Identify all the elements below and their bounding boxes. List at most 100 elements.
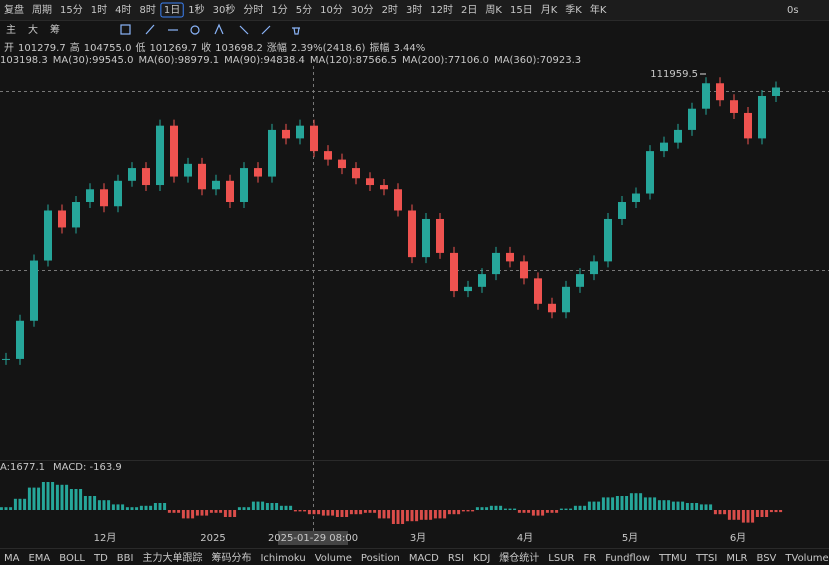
toolbar-button[interactable]: 15分	[60, 4, 83, 16]
toolbar-button[interactable]: 季K	[565, 4, 582, 16]
macd-bar	[55, 484, 59, 510]
indicator-tab[interactable]: TVolume	[784, 553, 828, 564]
toolbar-button[interactable]: 4时	[115, 4, 131, 16]
macd-bar	[499, 505, 503, 510]
macd-bar	[760, 510, 764, 517]
indicator-tab[interactable]: Fundflow	[605, 553, 650, 564]
indicator-tab[interactable]: KDJ	[473, 553, 490, 564]
panel-toggle[interactable]: 大	[28, 23, 38, 36]
toolbar-button[interactable]: 1秒	[188, 3, 204, 16]
toolbar-button[interactable]: 分时	[243, 4, 263, 16]
macd-bar	[769, 510, 773, 513]
indicator-tab[interactable]: BBI	[117, 553, 134, 564]
macd-bar	[37, 487, 41, 510]
indicator-tab[interactable]: MLR	[726, 553, 747, 564]
macd-bar	[587, 501, 591, 510]
toolbar-button[interactable]: 年K	[590, 3, 607, 16]
panel-toggle[interactable]: 筹	[50, 23, 60, 36]
toolbar-button[interactable]: 8时	[139, 4, 155, 16]
candle	[618, 202, 626, 219]
toolbar-button[interactable]: 2日	[461, 5, 477, 16]
macd-bar	[774, 510, 778, 513]
indicator-tab[interactable]: Volume	[315, 553, 352, 564]
macd-bar	[541, 510, 545, 516]
candle	[310, 125, 318, 152]
x-tick-label: 3月	[410, 532, 426, 544]
macd-bar	[429, 510, 433, 520]
indicator-tab[interactable]: TTMU	[658, 553, 687, 564]
candle	[226, 180, 234, 203]
indicator-tab[interactable]: 主力大单跟踪	[142, 551, 202, 564]
candle	[282, 129, 290, 139]
macd-bar	[396, 510, 400, 524]
macd-bar	[261, 501, 265, 510]
candle	[674, 129, 682, 143]
macd-bar	[438, 510, 442, 519]
candle	[2, 358, 10, 360]
panel-toggle[interactable]: 主	[6, 24, 16, 36]
macd-bar	[275, 503, 279, 510]
toolbar-button[interactable]: 复盘	[4, 3, 24, 16]
indicator-tab[interactable]: MACD	[409, 553, 439, 564]
indicator-tab[interactable]: EMA	[28, 553, 50, 564]
macd-bar	[751, 510, 755, 523]
indicator-tab[interactable]: BSV	[757, 553, 777, 564]
indicator-tab[interactable]: Position	[361, 553, 400, 564]
macd-bar	[298, 510, 302, 512]
macd-bar	[270, 503, 274, 510]
toolbar-button[interactable]: 3时	[406, 4, 422, 16]
indicator-tab[interactable]: BOLL	[59, 553, 85, 564]
toolbar-button[interactable]: 12时	[430, 4, 453, 16]
candle	[590, 261, 598, 275]
macd-bar	[685, 503, 689, 510]
macd-bar	[368, 510, 372, 513]
indicator-tab[interactable]: TTSI	[695, 553, 717, 564]
candle	[646, 151, 654, 194]
candle	[394, 189, 402, 211]
macd-bar	[611, 497, 615, 510]
macd-bar	[167, 510, 171, 513]
toolbar-button[interactable]: 月K	[541, 4, 558, 16]
indicator-tab[interactable]: 爆仓统计	[499, 551, 539, 564]
macd-bar	[494, 505, 498, 510]
indicator-tab[interactable]: MA	[4, 553, 20, 564]
toolbar-button[interactable]: 1时	[91, 4, 107, 16]
candle	[44, 210, 52, 261]
macd-bar	[149, 505, 153, 510]
macd-bar	[32, 487, 36, 510]
candle	[212, 180, 220, 190]
indicator-tab[interactable]: LSUR	[548, 553, 574, 564]
indicator-tab[interactable]: RSI	[448, 553, 464, 564]
toolbar-button[interactable]: 30分	[351, 4, 374, 16]
toolbar-button[interactable]: 2时	[382, 4, 398, 16]
toolbar-button[interactable]: 1分	[271, 4, 287, 16]
macd-bar	[130, 507, 134, 510]
toolbar-button[interactable]: 5分	[296, 4, 312, 16]
macd-bar	[415, 510, 419, 522]
candle	[702, 83, 710, 109]
indicator-tab[interactable]: FR	[583, 553, 596, 564]
toolbar-button[interactable]: 1日	[164, 5, 180, 16]
toolbar-button[interactable]: 30秒	[213, 3, 236, 16]
drawing-tools[interactable]	[120, 23, 300, 35]
macd-bar	[681, 501, 685, 510]
macd-bar	[312, 510, 316, 515]
macd-bar	[550, 510, 554, 513]
candle	[408, 210, 416, 258]
macd-bar	[634, 493, 638, 510]
indicator-tab[interactable]: 筹码分布	[211, 551, 251, 564]
toolbar-button[interactable]: 周期	[32, 4, 52, 16]
indicator-tab[interactable]: Ichimoku	[260, 553, 305, 564]
toolbar-button[interactable]: 周K	[485, 4, 502, 16]
candle	[184, 163, 192, 177]
candle	[744, 112, 752, 139]
macd-bar	[606, 497, 610, 510]
candle	[758, 95, 766, 139]
indicator-tab[interactable]: TD	[93, 553, 108, 564]
toolbar-button[interactable]: 15日	[510, 5, 533, 16]
ohlc-value: 开	[4, 43, 14, 54]
ohlc-value: 101279.7	[18, 43, 66, 54]
macd-bar	[639, 493, 643, 510]
macd-bar	[718, 510, 722, 515]
toolbar-button[interactable]: 10分	[320, 4, 343, 16]
